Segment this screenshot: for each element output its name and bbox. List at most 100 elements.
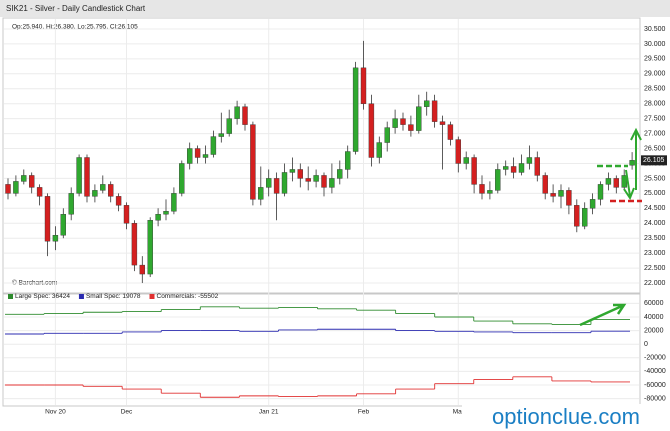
y-tick-label: 25.000 xyxy=(644,190,666,197)
candle-body xyxy=(376,142,382,158)
candle-body xyxy=(542,175,548,194)
y-tick-label: 26.500 xyxy=(644,145,666,152)
y-tick-label: 28.500 xyxy=(644,86,666,93)
annotation-arrow xyxy=(630,127,642,190)
candle-body xyxy=(297,169,303,179)
legend-label: Small Spec: 19078 xyxy=(86,293,141,300)
candle-body xyxy=(107,184,114,197)
legend-swatch xyxy=(149,294,155,299)
candle-body xyxy=(313,175,319,182)
candle-body xyxy=(147,220,153,275)
y-tick-label: 40000 xyxy=(644,314,664,321)
watermark: optionclue.com xyxy=(492,404,640,429)
candle-body xyxy=(171,193,177,212)
candle-body xyxy=(155,214,161,221)
candle-body xyxy=(281,172,288,194)
chart-title: SIK21 - Silver - Daily Candlestick Chart xyxy=(6,4,146,13)
y-tick-label: 23.000 xyxy=(644,250,666,257)
candle-body xyxy=(139,264,146,275)
candle-body xyxy=(226,118,232,134)
candle-body xyxy=(36,187,43,197)
candle-body xyxy=(123,205,130,224)
candle-body xyxy=(613,178,619,188)
y-tick-label: -80000 xyxy=(644,395,666,402)
candle-body xyxy=(289,169,296,173)
candle-body xyxy=(5,184,11,194)
candle-body xyxy=(29,175,35,188)
x-tick-label: Nov 20 xyxy=(45,409,66,416)
candle-body xyxy=(13,181,19,194)
candle-body xyxy=(558,190,564,197)
candle-body xyxy=(424,100,430,107)
candle-body xyxy=(416,106,422,131)
candle-body xyxy=(179,163,185,194)
legend-label: Large Spec: 36424 xyxy=(15,293,70,300)
y-tick-label: 24.000 xyxy=(644,220,666,227)
candle-body xyxy=(337,169,343,179)
candle-body xyxy=(234,106,240,119)
candle-body xyxy=(582,208,588,227)
y-tick-label: 22.500 xyxy=(644,265,666,272)
candle-body xyxy=(463,157,469,164)
watermark-box xyxy=(462,404,670,431)
candle-body xyxy=(100,184,106,191)
header-bar xyxy=(0,0,670,17)
candle-body xyxy=(495,169,501,191)
candle-body xyxy=(44,196,51,242)
x-tick-label: Feb xyxy=(358,409,370,416)
candle-body xyxy=(605,178,612,185)
y-tick-label: 27.000 xyxy=(644,130,666,137)
candle-body xyxy=(471,157,477,185)
candle-body xyxy=(384,127,390,143)
candle-body xyxy=(242,106,248,125)
candle-body xyxy=(266,178,272,188)
candle-body xyxy=(250,124,256,200)
candle-body xyxy=(52,235,59,242)
y-tick-label: 27.500 xyxy=(644,115,666,122)
y-tick-label: 22.000 xyxy=(644,280,666,287)
last-price-box xyxy=(641,155,667,166)
y-tick-label: -20000 xyxy=(644,355,666,362)
candle-body xyxy=(368,103,375,158)
candle-body xyxy=(629,160,635,166)
y-tick-label: 60000 xyxy=(644,300,664,307)
candle-body xyxy=(163,211,169,215)
candle-body xyxy=(352,67,359,152)
legend-swatch xyxy=(78,294,84,299)
candle-body xyxy=(321,175,327,188)
y-tick-label: 25.500 xyxy=(644,175,666,182)
y-tick-label: 0 xyxy=(644,341,648,348)
candle-body xyxy=(574,205,580,227)
candle-body xyxy=(526,157,533,164)
legend-swatch xyxy=(8,294,13,299)
y-tick-label: 28.000 xyxy=(644,101,666,108)
candle-body xyxy=(589,199,596,209)
candle-body xyxy=(21,175,27,182)
ohlc-label: Op:25.940, Hi:26.380, Lo:25.795, Cl:26.1… xyxy=(12,24,138,31)
candle-body xyxy=(68,193,74,215)
candle-body xyxy=(273,178,280,194)
candle-body xyxy=(408,124,414,131)
candle-body xyxy=(503,166,509,170)
y-tick-label: -40000 xyxy=(644,368,666,375)
y-tick-label: 29.500 xyxy=(644,56,666,63)
candle-body xyxy=(60,214,66,236)
candle-body xyxy=(534,157,540,176)
candle-body xyxy=(131,223,138,266)
candle-body xyxy=(518,163,525,173)
y-tick-label: -60000 xyxy=(644,382,666,389)
y-tick-label: 30.500 xyxy=(644,26,666,33)
y-tick-label: 24.500 xyxy=(644,205,666,212)
candle-body xyxy=(455,139,461,164)
candle-body xyxy=(431,100,438,122)
candle-body xyxy=(621,175,627,188)
candle-body xyxy=(76,157,82,194)
candle-body xyxy=(329,178,335,188)
candle-body xyxy=(258,187,264,200)
candle-body xyxy=(479,184,485,194)
candle-body xyxy=(210,136,217,155)
candle-body xyxy=(202,154,209,158)
plot-layer: 22.000 22.500 23.000 23.500 24.000 24.500 25.0… xyxy=(4,19,667,416)
candle-body xyxy=(186,148,193,164)
